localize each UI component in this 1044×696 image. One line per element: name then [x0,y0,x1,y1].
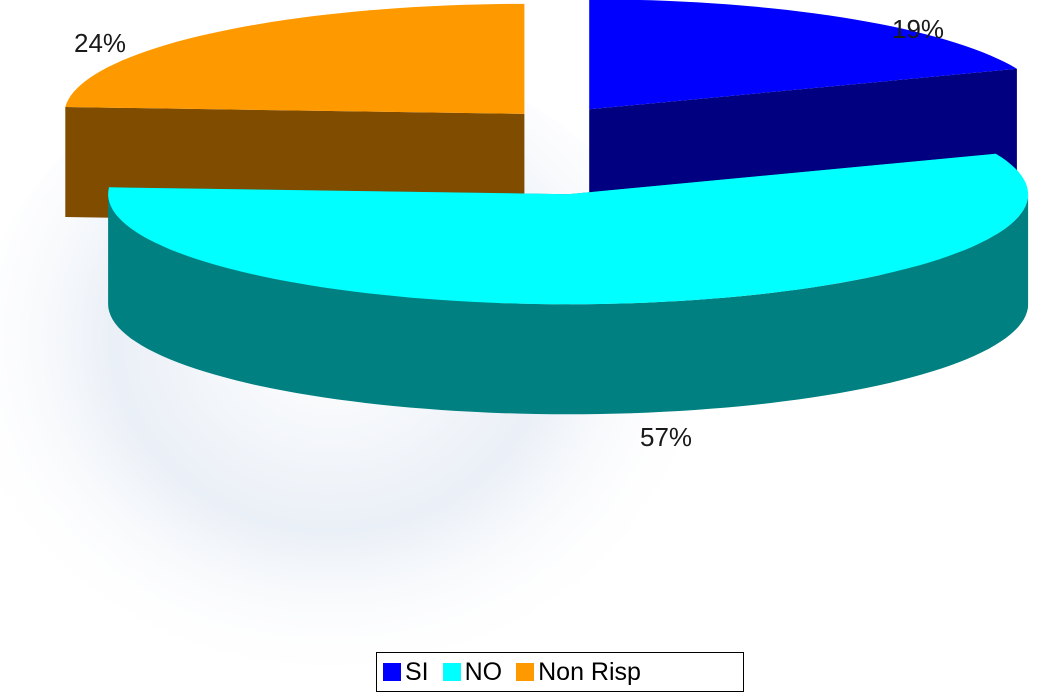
legend-swatch-non-risp [516,663,535,681]
legend-item-non-risp: Non Risp [516,658,641,687]
chart-legend: SI NO Non Risp [376,652,744,692]
legend-item-si: SI [383,658,429,687]
slice-top-non-risp [65,3,525,114]
legend-swatch-si [383,663,401,681]
legend-swatch-no [442,663,461,681]
legend-item-no: NO [442,657,503,687]
label-non-risp: 24% [74,28,126,58]
legend-label-no: NO [464,657,503,686]
label-si: 19% [892,14,944,44]
legend-label-si: SI [405,657,429,686]
slice-top-no [108,153,1029,305]
slice-top-si [589,0,1017,110]
legend-label-non-risp: Non Risp [538,657,641,686]
label-no: 57% [640,422,692,452]
